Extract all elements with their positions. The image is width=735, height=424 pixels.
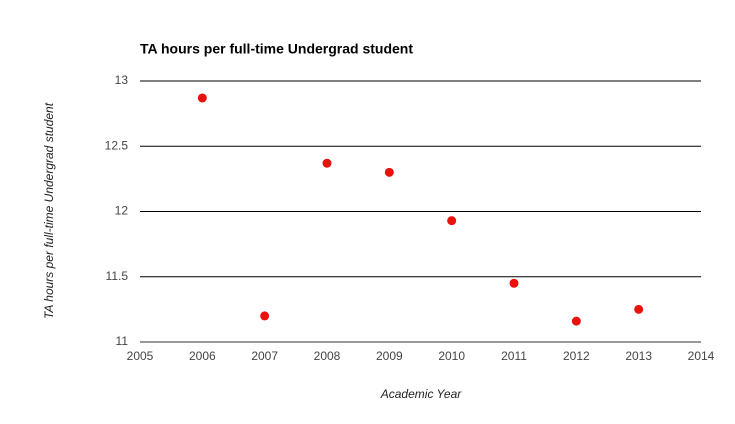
x-tick-label: 2006 xyxy=(189,349,216,363)
y-tick-label: 12 xyxy=(115,204,129,218)
y-tick-label: 11 xyxy=(116,334,129,348)
point xyxy=(447,216,457,226)
point xyxy=(197,93,207,103)
point xyxy=(571,316,581,326)
x-tick-label: 2007 xyxy=(251,349,278,363)
point xyxy=(509,278,519,288)
point xyxy=(384,167,394,177)
x-tick-label: 2009 xyxy=(376,349,403,363)
x-tick-label: 2011 xyxy=(501,349,527,363)
x-tick-label: 2013 xyxy=(625,349,652,363)
y-tick-label: 12.5 xyxy=(105,138,129,152)
x-tick-label: 2008 xyxy=(314,349,341,363)
x-tick-label: 2012 xyxy=(563,349,590,363)
point xyxy=(322,158,332,168)
y-axis-title: TA hours per full-time Undergrad student xyxy=(42,102,56,319)
y-tick-label: 13 xyxy=(115,73,129,87)
point xyxy=(634,304,644,314)
y-tick-label: 11.5 xyxy=(106,269,129,283)
x-tick-label: 2014 xyxy=(688,349,715,363)
chart-title: TA hours per full-time Undergrad student xyxy=(140,41,413,57)
point xyxy=(260,311,270,321)
x-axis-title: Academic Year xyxy=(380,387,462,401)
x-tick-label: 2005 xyxy=(127,349,154,363)
x-tick-label: 2010 xyxy=(438,349,465,363)
